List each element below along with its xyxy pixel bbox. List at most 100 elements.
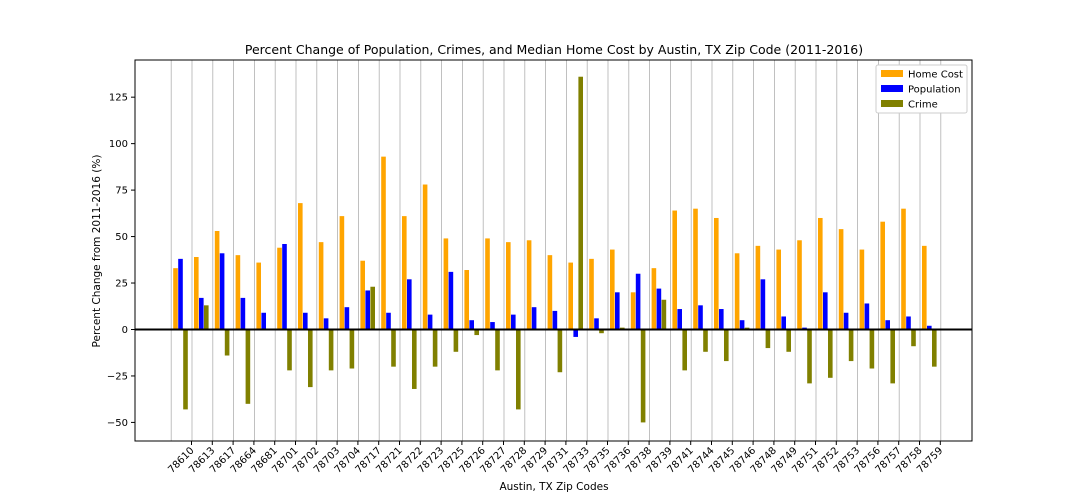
bar-crime — [474, 329, 479, 336]
bar-home-cost — [194, 257, 199, 330]
bar-crime — [911, 329, 916, 347]
bar-population — [656, 288, 662, 330]
bar-population — [906, 316, 911, 330]
bar-home-cost — [651, 268, 657, 330]
bar-crime — [432, 329, 438, 367]
bar-crime — [848, 329, 854, 362]
bar-population — [552, 310, 558, 330]
bar-population — [573, 329, 578, 337]
legend-swatch — [881, 70, 903, 77]
bar-crime — [807, 329, 812, 384]
x-axis-label: Austin, TX Zip Codes — [499, 481, 608, 493]
bar-home-cost — [859, 249, 865, 330]
bar-home-cost — [776, 249, 781, 330]
bar-population — [739, 320, 745, 330]
bar-home-cost — [298, 203, 303, 330]
bar-home-cost — [818, 217, 823, 330]
bar-crime — [328, 329, 334, 371]
bar-crime — [349, 329, 355, 369]
bar-population — [698, 305, 703, 330]
bar-population — [448, 271, 454, 330]
bar-population — [677, 309, 682, 330]
bar-home-cost — [318, 242, 324, 330]
bar-home-cost — [402, 216, 407, 330]
legend-swatch — [881, 85, 903, 92]
bar-home-cost — [672, 210, 677, 330]
bar-population — [303, 312, 308, 330]
bar-crime — [557, 329, 563, 373]
bar-population — [344, 307, 350, 330]
bar-home-cost — [173, 268, 178, 330]
bar-population — [615, 292, 620, 330]
y-tick-label: 50 — [115, 232, 128, 243]
bar-population — [282, 243, 287, 330]
bar-crime — [786, 329, 791, 352]
bar-population — [407, 279, 412, 330]
bar-home-cost — [485, 238, 490, 330]
bar-crime — [224, 329, 230, 356]
bar-population — [885, 320, 890, 330]
legend: Home Cost Population Crime — [875, 64, 968, 114]
bar-population — [199, 297, 204, 330]
bar-home-cost — [589, 258, 594, 330]
bar-crime — [682, 329, 687, 371]
bar-crime — [724, 329, 729, 362]
bar-crime — [661, 299, 667, 330]
bar-population — [531, 307, 537, 330]
bar-home-cost — [214, 230, 220, 330]
bar-home-cost — [922, 245, 927, 330]
bar-crime — [183, 329, 188, 410]
bar-home-cost — [714, 217, 719, 330]
bar-crime — [765, 329, 771, 349]
y-tick-label: −25 — [107, 371, 128, 382]
legend-label: Home Cost — [908, 70, 963, 81]
chart-title: Percent Change of Population, Crimes, an… — [245, 42, 863, 57]
bar-population — [365, 290, 370, 330]
bar-home-cost — [547, 255, 553, 330]
bar-population — [927, 325, 932, 330]
bar-crime — [932, 329, 937, 367]
bar-crime — [308, 329, 313, 388]
bar-home-cost — [235, 255, 241, 330]
bar-crime — [890, 329, 895, 384]
bar-population — [261, 312, 266, 330]
bar-crime — [370, 286, 375, 330]
bar-crime — [412, 329, 417, 389]
bar-population — [240, 297, 246, 330]
bar-home-cost — [381, 156, 386, 330]
bar-home-cost — [360, 260, 365, 330]
bar-crime — [516, 329, 521, 410]
bar-crime — [599, 329, 604, 334]
bar-home-cost — [422, 184, 428, 330]
bar-population — [386, 312, 391, 330]
y-tick-label: 125 — [109, 93, 128, 104]
y-tick-label: 75 — [115, 186, 128, 197]
bar-crime — [578, 76, 583, 330]
bar-crime — [703, 329, 708, 352]
bar-crime — [204, 305, 209, 330]
bar-home-cost — [256, 262, 261, 330]
bar-population — [427, 314, 433, 330]
bar-population — [781, 316, 786, 330]
bar-population — [469, 320, 474, 330]
bar-population — [178, 258, 183, 330]
bar-home-cost — [797, 240, 802, 330]
bar-home-cost — [464, 270, 469, 330]
bar-home-cost — [568, 262, 573, 330]
legend-label: Population — [908, 85, 961, 96]
bar-home-cost — [734, 253, 740, 330]
bar-home-cost — [755, 245, 761, 330]
y-tick-label: −50 — [107, 418, 128, 429]
bar-home-cost — [443, 238, 449, 330]
bar-population — [594, 318, 599, 330]
bar-crime — [828, 329, 833, 378]
bar-home-cost — [506, 242, 511, 330]
plot-frame — [134, 59, 973, 442]
bar-home-cost — [610, 249, 615, 330]
bar-crime — [391, 329, 396, 367]
bar-population — [635, 273, 641, 330]
bar-population — [511, 314, 516, 330]
bar-home-cost — [277, 247, 282, 330]
bar-home-cost — [901, 208, 906, 330]
